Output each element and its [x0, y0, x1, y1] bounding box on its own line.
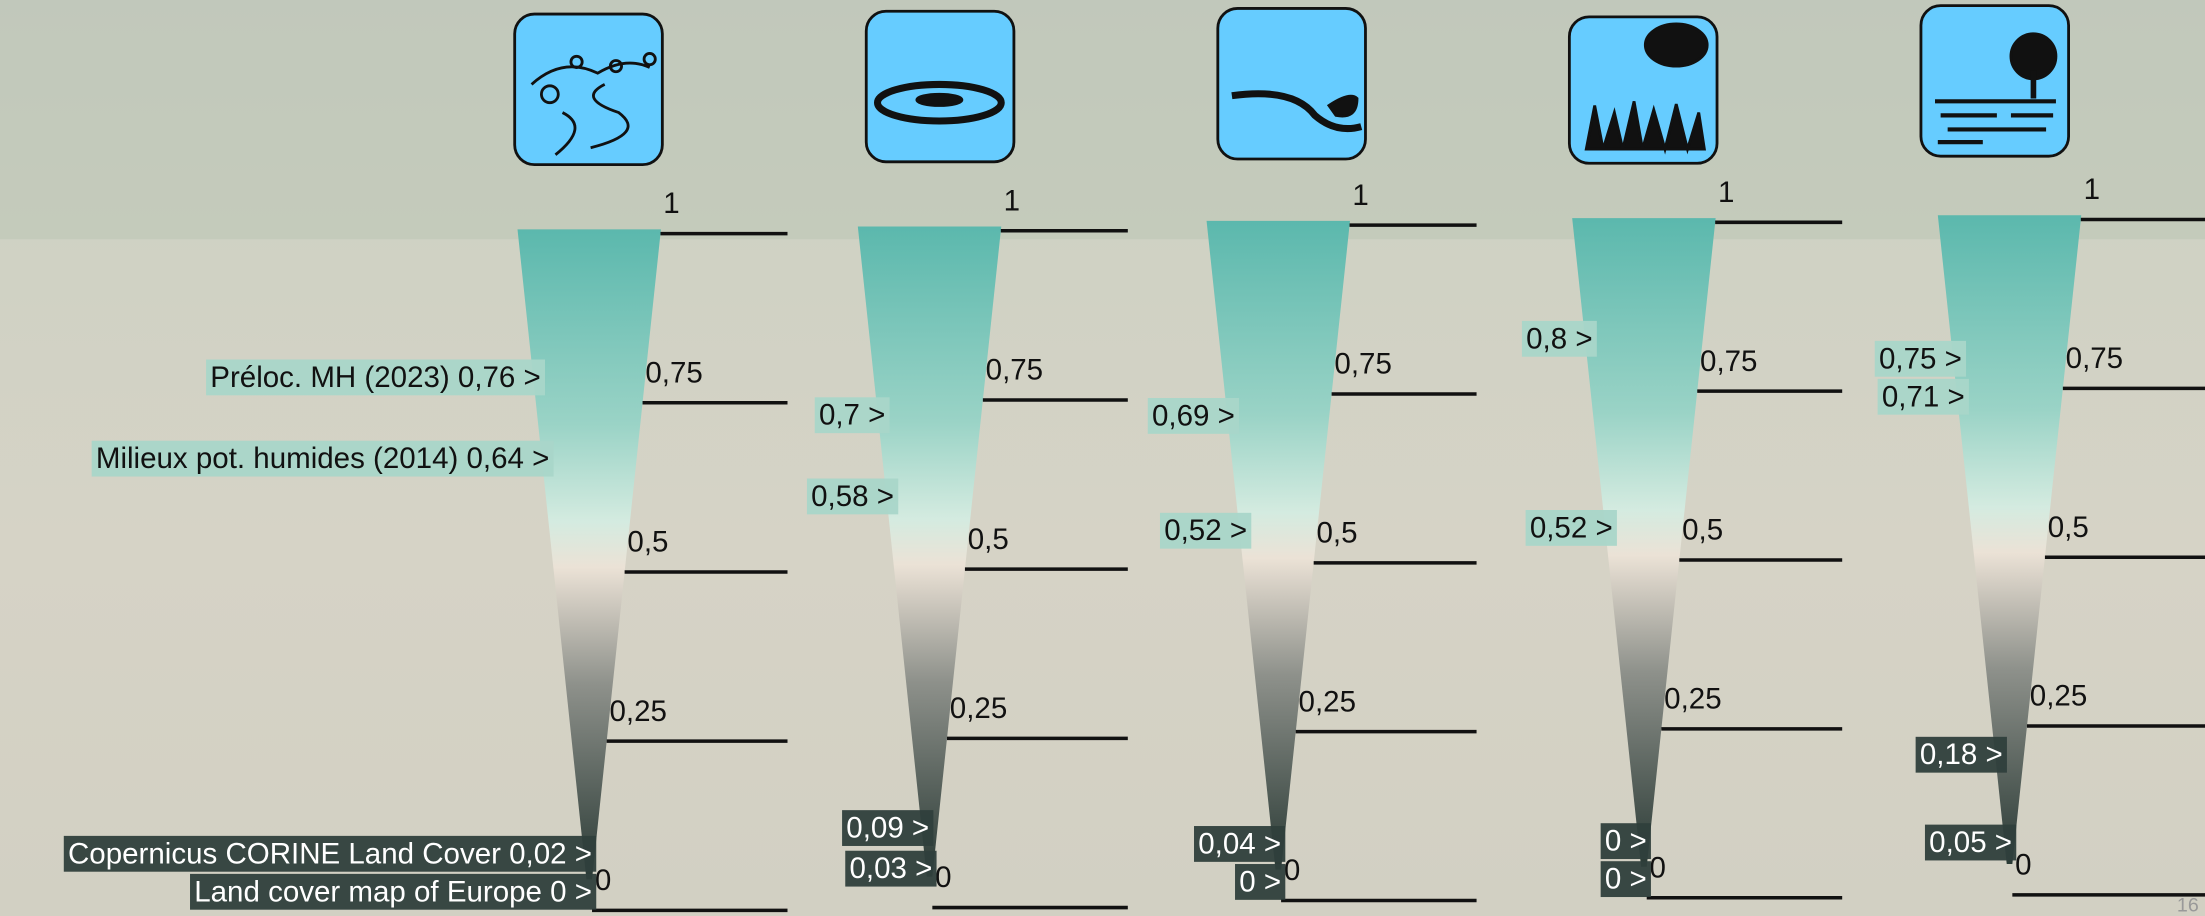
- marker-box: [1521, 320, 1597, 357]
- marker-box: [806, 478, 899, 515]
- tick-label: 0: [2015, 849, 2031, 882]
- gauge-funnel: [1937, 215, 2082, 864]
- marker-label: 0,75 >: [1879, 342, 1962, 375]
- tick-label: 1: [1004, 184, 1020, 217]
- tick-label: 1: [1352, 179, 1368, 212]
- marker-label: Copernicus CORINE Land Cover 0,02 >: [68, 837, 592, 870]
- page-number: 16: [2177, 894, 2199, 916]
- tick-label: 0,25: [2030, 680, 2087, 713]
- marker-box: [1159, 512, 1252, 549]
- marker-box: [1235, 864, 1286, 900]
- marker-box: [1600, 861, 1651, 898]
- icon-drop: [1216, 7, 1367, 161]
- marker-box: [1147, 398, 1240, 434]
- tick-label: 0,25: [950, 692, 1007, 725]
- marker-label: 0,8 >: [1526, 322, 1592, 355]
- marker-box: [1924, 824, 2017, 861]
- marker-label: Préloc. MH (2023) 0,76 >: [210, 361, 540, 394]
- gauge: 1 0,75 0,5 0,25 00 > 0,04 > 0,52 > 0,69 >: [1147, 179, 1477, 903]
- marker-box: [845, 850, 937, 887]
- tick-label: 0,5: [968, 523, 1009, 556]
- background-trees: [0, 0, 2205, 240]
- gauge-funnel: [857, 226, 1002, 877]
- marker-label: 0,18 >: [1920, 738, 2003, 771]
- marker-box: [206, 359, 546, 396]
- marker-label: 0,69 >: [1152, 399, 1235, 432]
- marker-box: [91, 440, 554, 477]
- tick-label: 0,25: [609, 695, 666, 728]
- gauge: 1 0,75 0,5 0,25 00,03 > 0,09 > 0,58 > 0,7 >: [806, 184, 1128, 910]
- gauge: 1 0,75 0,5 0,25 00,05 > 0,18 > 0,71 > 0,75 >: [1874, 173, 2205, 897]
- tick-label: 1: [1718, 176, 1734, 209]
- tick-label: 1: [663, 187, 679, 220]
- tick-label: 0,25: [1299, 685, 1356, 718]
- tick-label: 0,75: [1700, 345, 1757, 378]
- marker-label: 0,04 >: [1198, 827, 1281, 860]
- tick-label: 0: [1650, 851, 1666, 884]
- marker-label: 0 >: [1605, 863, 1647, 896]
- tick-label: 0,5: [1682, 514, 1723, 547]
- icon-tree-water: [1919, 4, 2070, 158]
- marker-label: 0,05 >: [1929, 826, 2012, 859]
- icon-landscape: [513, 12, 664, 167]
- marker-label: 0,52 >: [1164, 514, 1247, 547]
- icon-rain-grass: [1567, 15, 1719, 165]
- gauge-funnel: [1206, 220, 1350, 870]
- marker-label: 0 >: [1239, 865, 1281, 898]
- marker-label: 0,52 >: [1530, 511, 1613, 544]
- icon-puddle: [864, 9, 1016, 164]
- tick-label: 0,25: [1664, 683, 1721, 716]
- gauge-funnel: [1572, 218, 1716, 867]
- icons: [513, 4, 2070, 167]
- gauge-funnel: [517, 229, 661, 880]
- marker-box: [1600, 823, 1651, 860]
- marker-box: [190, 873, 597, 910]
- tick-label: 0,5: [1316, 516, 1357, 549]
- marker-label: 0,03 >: [849, 852, 932, 885]
- marker-box: [1915, 736, 2007, 773]
- marker-box: [1194, 826, 1286, 862]
- tick-label: 0,75: [986, 354, 1043, 387]
- marker-label: 0 >: [1605, 825, 1647, 858]
- marker-box: [814, 397, 890, 434]
- marker-box: [1525, 510, 1617, 546]
- tick-label: 0,5: [2048, 511, 2089, 544]
- gauge: 1 0,75 0,5 0,25 00 > 0 > 0,52 > 0,8 >: [1521, 176, 1843, 900]
- marker-box: [1874, 340, 1967, 377]
- marker-label: Milieux pot. humides (2014) 0,64 >: [96, 442, 550, 475]
- tick-label: 1: [2084, 173, 2100, 206]
- marker-box: [842, 810, 934, 846]
- marker-box: [63, 835, 597, 872]
- tick-label: 0: [1284, 854, 1300, 887]
- tick-label: 0: [595, 864, 611, 897]
- marker-label: Land cover map of Europe 0 >: [194, 875, 592, 908]
- tick-label: 0,75: [2066, 342, 2123, 375]
- marker-label: 0,71 >: [1882, 380, 1965, 413]
- marker-box: [1877, 378, 1969, 415]
- tick-label: 0,75: [645, 356, 702, 389]
- tick-label: 0: [935, 861, 951, 894]
- marker-label: 0,09 >: [846, 812, 929, 845]
- marker-label: 0,58 >: [811, 480, 894, 513]
- tick-label: 0,75: [1334, 348, 1391, 381]
- marker-label: 0,7 >: [819, 399, 885, 432]
- tick-label: 0,5: [627, 526, 668, 559]
